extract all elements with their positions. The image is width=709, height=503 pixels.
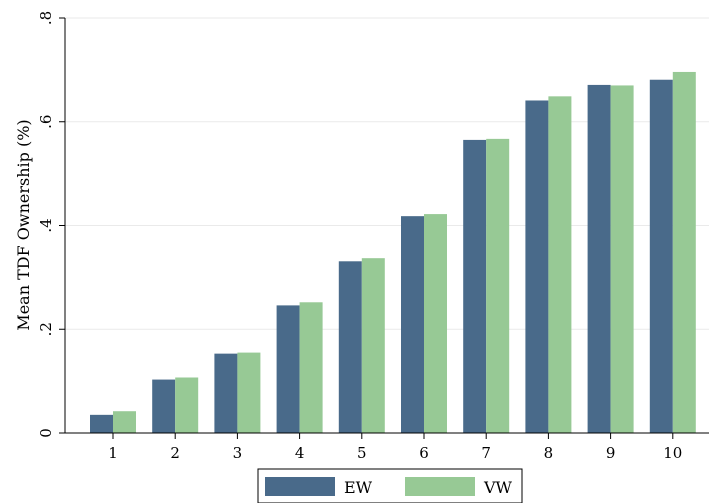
x-tick-label: 3 (233, 444, 243, 462)
bar-ew-9 (587, 84, 611, 433)
x-tick-label: 5 (357, 444, 367, 462)
bar-vw-6 (424, 214, 447, 433)
x-tick-label: 1 (108, 444, 118, 462)
x-tick-label: 8 (544, 444, 554, 462)
x-tick-label: 6 (419, 444, 429, 462)
legend-label-ew: EW (344, 478, 373, 497)
bar-vw-3 (237, 352, 261, 433)
x-tick-label: 4 (295, 444, 305, 462)
y-tick-label: .2 (37, 322, 55, 336)
y-tick-label: 0 (37, 428, 55, 438)
legend-label-vw: VW (483, 478, 513, 497)
bar-ew-2 (152, 379, 176, 433)
bar-ew-4 (276, 305, 300, 433)
y-tick-label: .4 (37, 218, 55, 232)
x-tick-label: 10 (663, 444, 682, 462)
bar-ew-5 (338, 261, 362, 433)
bar-vw-10 (672, 71, 696, 433)
legend-swatch-ew (265, 477, 335, 496)
bar-ew-10 (649, 79, 673, 433)
bar-ew-1 (90, 414, 113, 433)
y-tick-label: .8 (37, 11, 55, 25)
bars (90, 71, 696, 434)
bar-vw-1 (113, 411, 136, 433)
legend-swatch-vw (405, 477, 475, 496)
bar-vw-7 (486, 138, 510, 433)
y-ticks: 0 .2 .4 .6 .8 (37, 11, 65, 438)
bar-vw-5 (361, 258, 385, 433)
x-tick-label: 2 (170, 444, 180, 462)
bar-ew-6 (401, 216, 424, 433)
bar-ew-8 (525, 100, 549, 433)
y-tick-label: .6 (37, 115, 55, 129)
bar-vw-4 (299, 302, 323, 433)
x-tick-label: 7 (481, 444, 491, 462)
bar-ew-3 (214, 353, 238, 433)
y-axis-title: Mean TDF Ownership (%) (14, 119, 33, 330)
bar-vw-2 (175, 377, 199, 433)
bar-ew-7 (463, 139, 487, 433)
x-tick-label: 9 (606, 444, 616, 462)
bar-vw-8 (548, 96, 572, 434)
legend: EW VW (257, 468, 523, 503)
bar-vw-9 (610, 85, 634, 433)
x-ticks: 1 2 3 4 5 6 7 8 9 10 (108, 433, 682, 462)
